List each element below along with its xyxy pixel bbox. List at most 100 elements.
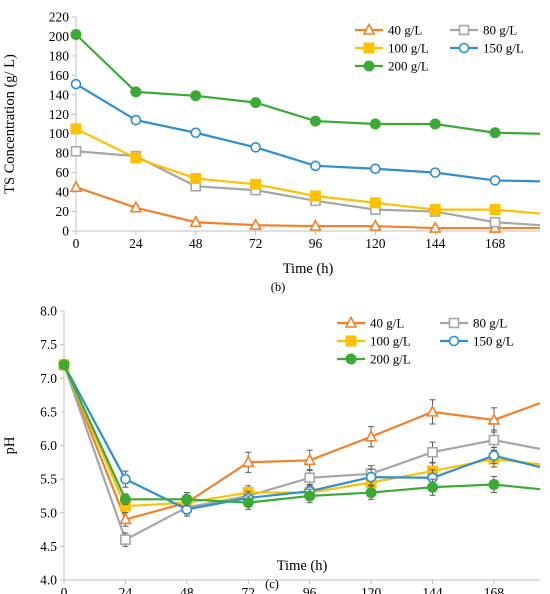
data-point [429, 167, 441, 178]
legend-swatch-marker [448, 317, 460, 329]
data-point [428, 220, 442, 233]
data-point [250, 178, 262, 190]
y-tick-label: 6.5 [40, 404, 57, 419]
data-point [488, 479, 500, 491]
y-axis-title: TS Concentration (g/ L) [2, 54, 18, 194]
y-tick-label: 20 [56, 204, 70, 219]
legend-swatch-marker [345, 353, 357, 365]
panel-label: (b) [271, 280, 286, 294]
y-tick-label: 100 [49, 126, 70, 141]
y-tick-label: 60 [56, 165, 70, 180]
legend-label: 80 g/L [483, 23, 517, 38]
x-tick-label: 168 [485, 236, 506, 251]
y-tick-label: 6.0 [40, 438, 57, 453]
data-point [488, 450, 500, 461]
x-tick-label: 120 [361, 585, 382, 594]
data-point [190, 90, 202, 102]
data-point [130, 152, 142, 164]
y-tick-label: 200 [49, 29, 70, 44]
data-point [309, 218, 322, 231]
y-tick-label: 40 [56, 185, 70, 200]
data-point [130, 114, 142, 126]
data-point [70, 123, 82, 135]
chart-panel-0: 0 20 40 60 80 100 120 140 160 180 200 220 0 24 48 72 96 1… [2, 10, 541, 294]
data-point [427, 446, 438, 458]
legend-label: 40 g/L [370, 316, 404, 331]
x-tick-label: 96 [303, 585, 317, 594]
legend-swatch-marker [344, 315, 358, 328]
y-tick-label: 5.0 [40, 505, 57, 520]
data-point [119, 493, 131, 505]
y-tick-label: 4.0 [40, 573, 57, 588]
data-point [489, 175, 501, 186]
y-tick-label: 160 [49, 68, 70, 83]
legend-swatch-marker [458, 24, 470, 36]
data-point [129, 200, 143, 213]
legend-swatch-marker [363, 60, 375, 72]
legend-label: 80 g/L [473, 316, 507, 331]
data-point [58, 359, 70, 371]
series-line [75, 127, 541, 215]
data-point [429, 118, 441, 130]
data-point [369, 218, 382, 231]
data-point [426, 404, 439, 417]
y-tick-label: 7.0 [40, 371, 57, 386]
data-point [370, 163, 381, 175]
y-tick-label: 0 [62, 224, 69, 239]
series-200-g-L [58, 359, 541, 510]
x-tick-label: 0 [73, 236, 80, 251]
y-axis-title: pH [2, 436, 18, 454]
legend: 40 g/L 80 g/L 100 g/L 150 g/L 200 g/L [337, 316, 514, 367]
series-line [75, 186, 540, 230]
data-point [189, 215, 203, 228]
series-200-g-L [70, 29, 541, 139]
x-tick-label: 48 [180, 585, 194, 594]
y-tick-label: 120 [49, 107, 70, 122]
series-line [63, 364, 541, 511]
legend-label: 200 g/L [388, 59, 429, 74]
legend-label: 100 g/L [388, 41, 429, 56]
data-point [190, 127, 202, 139]
legend-swatch-marker [448, 335, 460, 347]
data-point [309, 190, 321, 202]
legend-swatch-marker [362, 22, 376, 35]
legend-label: 100 g/L [370, 334, 411, 349]
y-tick-label: 5.5 [40, 472, 57, 487]
x-tick-label: 72 [242, 585, 256, 594]
y-tick-label: 180 [49, 48, 70, 63]
data-point [181, 493, 193, 505]
data-point [427, 481, 439, 493]
y-tick-label: 220 [49, 10, 70, 25]
x-tick-label: 24 [129, 236, 143, 251]
data-point [365, 487, 377, 499]
data-point [130, 86, 142, 98]
x-tick-label: 48 [189, 236, 203, 251]
data-point [249, 217, 262, 230]
x-axis-title: Time (h) [277, 558, 328, 574]
legend: 40 g/L 80 g/L 100 g/L 150 g/L 200 g/L [355, 23, 524, 74]
data-point [364, 429, 378, 442]
series-100-g-L [70, 123, 541, 216]
series-150-g-L [58, 359, 541, 517]
series-40-g-L [57, 357, 541, 527]
data-point [429, 204, 441, 216]
x-axis-title: Time (h) [283, 261, 334, 277]
data-point [250, 97, 262, 109]
data-point [120, 534, 131, 545]
legend-swatch-marker [458, 42, 470, 54]
series-line [75, 83, 541, 183]
panel-label: (c) [265, 577, 279, 591]
data-point [487, 412, 501, 425]
y-tick-label: 8.0 [40, 304, 57, 319]
y-tick-label: 7.5 [40, 337, 57, 352]
x-tick-label: 0 [61, 585, 68, 594]
data-point [70, 29, 82, 41]
x-tick-label: 144 [422, 585, 443, 594]
data-point [489, 127, 501, 139]
y-tick-label: 80 [56, 146, 70, 161]
x-tick-label: 72 [249, 236, 263, 251]
x-tick-label: 144 [425, 236, 446, 251]
x-tick-label: 24 [119, 585, 133, 594]
data-point [190, 172, 202, 184]
